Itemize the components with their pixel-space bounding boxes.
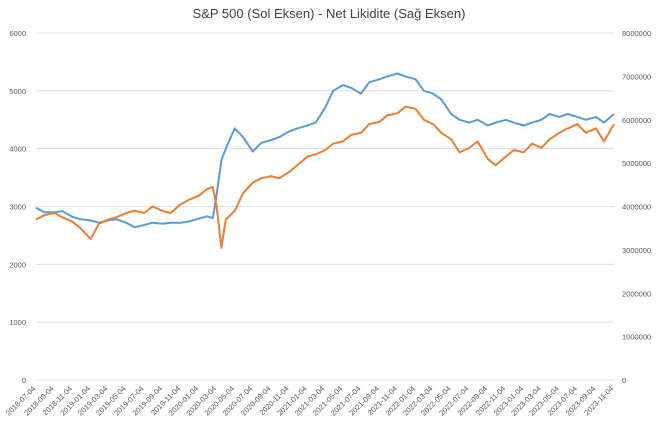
y-axis-left: 0 1000 2000 3000 4000 5000 6000	[9, 29, 26, 385]
series-group	[35, 72, 615, 249]
y-left-tick-label: 3000	[9, 203, 26, 212]
y-left-tick-label: 2000	[9, 260, 26, 269]
y-right-tick-label: 7000000	[622, 72, 651, 81]
chart-title: S&P 500 (Sol Eksen) - Net Likidite (Sağ …	[193, 6, 466, 21]
y-right-tick-label: 2000000	[622, 289, 651, 298]
y-right-tick-label: 8000000	[622, 29, 651, 38]
y-right-tick-label: 1000000	[622, 333, 651, 342]
y-right-tick-label: 6000000	[622, 116, 651, 125]
y-axis-right: 0 1000000 2000000 3000000 4000000 5000000 6000…	[622, 29, 651, 385]
series-line-left	[35, 72, 615, 229]
x-axis: 2018-07-042018-09-042018-11-042019-01-04…	[4, 384, 615, 417]
y-left-tick-label: 1000	[9, 318, 26, 327]
gridlines	[36, 32, 614, 381]
y-left-tick-label: 0	[22, 376, 26, 385]
y-right-tick-label: 4000000	[622, 203, 651, 212]
y-right-tick-label: 3000000	[622, 246, 651, 255]
y-left-tick-label: 4000	[9, 145, 26, 154]
y-right-tick-label: 0	[622, 376, 626, 385]
y-left-tick-label: 6000	[9, 29, 26, 38]
series-line-right	[35, 105, 615, 249]
y-right-tick-label: 5000000	[622, 159, 651, 168]
y-left-tick-label: 5000	[9, 87, 26, 96]
